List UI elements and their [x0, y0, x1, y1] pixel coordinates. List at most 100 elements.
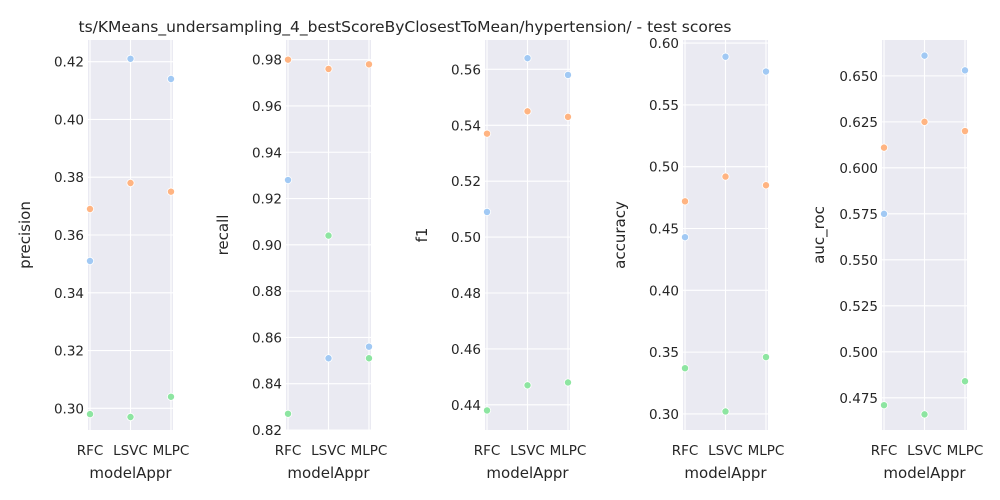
y-tick-label: 0.92 — [252, 192, 282, 208]
data-point — [166, 392, 175, 401]
y-tick-label: 0.60 — [649, 36, 679, 52]
y-tick-label: 0.48 — [451, 286, 481, 302]
data-point — [364, 342, 373, 351]
y-tick-label: 0.82 — [252, 423, 282, 439]
y-tick-label: 0.35 — [649, 345, 679, 361]
y-tick-label: 0.42 — [54, 55, 84, 71]
y-tick-label: 0.30 — [54, 401, 84, 417]
data-point — [483, 406, 492, 415]
data-point — [166, 187, 175, 196]
x-axis-label: modelAppr — [486, 464, 569, 482]
data-point — [324, 231, 333, 240]
data-point — [126, 412, 135, 421]
x-tick-label: MLPC — [947, 443, 984, 459]
data-point — [563, 70, 572, 79]
data-point — [681, 197, 690, 206]
y-tick-label: 0.650 — [839, 69, 878, 85]
data-point — [880, 143, 889, 152]
y-tick-label: 0.96 — [252, 99, 282, 115]
x-tick-label: LSVC — [907, 443, 942, 459]
y-tick-label: 0.54 — [451, 118, 481, 134]
y-tick-label: 0.55 — [649, 98, 679, 114]
data-point — [523, 54, 532, 63]
data-point — [126, 54, 135, 63]
x-axis-label: modelAppr — [287, 464, 370, 482]
data-point — [126, 178, 135, 187]
y-tick-label: 0.38 — [54, 170, 84, 186]
y-tick-label: 0.86 — [252, 330, 282, 346]
subplot-accuracy: 0.30 0.35 0.40 0.45 0.50 0.55 0.60 RFC LSVC MLPC m… — [611, 36, 784, 482]
data-point — [920, 410, 929, 419]
y-axis-label: recall — [214, 215, 232, 256]
x-tick-label: MLPC — [550, 443, 587, 459]
data-point — [523, 107, 532, 116]
data-point — [721, 407, 730, 416]
data-point — [761, 67, 770, 76]
y-tick-label: 0.600 — [839, 161, 878, 177]
y-tick-label: 0.45 — [649, 222, 679, 238]
x-tick-label: MLPC — [351, 443, 388, 459]
data-point — [563, 112, 572, 121]
y-tick-label: 0.84 — [252, 377, 282, 393]
data-point — [483, 129, 492, 138]
y-tick-label: 0.50 — [649, 160, 679, 176]
data-point — [920, 117, 929, 126]
y-tick-label: 0.40 — [649, 283, 679, 299]
y-tick-label: 0.98 — [252, 53, 282, 69]
subplot-grid: 0.30 0.32 0.34 0.36 0.38 0.40 0.42 RFC LSVC MLPC m… — [16, 36, 983, 482]
x-tick-label: LSVC — [311, 443, 346, 459]
data-point — [86, 410, 95, 419]
y-tick-label: 0.88 — [252, 284, 282, 300]
x-tick-label: RFC — [474, 443, 501, 459]
subplot-auc-roc: 0.475 0.500 0.525 0.550 0.575 0.600 0.625 0.650… — [810, 40, 983, 482]
figure-title: ts/KMeans_undersampling_4_bestScoreByClo… — [79, 18, 732, 37]
y-tick-label: 0.32 — [54, 344, 84, 360]
x-tick-label: MLPC — [153, 443, 190, 459]
data-point — [880, 209, 889, 218]
data-point — [761, 353, 770, 362]
data-point — [86, 204, 95, 213]
y-axis-label: precision — [16, 201, 34, 269]
data-point — [960, 377, 969, 386]
data-point — [324, 64, 333, 73]
x-tick-label: LSVC — [708, 443, 743, 459]
y-tick-label: 0.94 — [252, 145, 282, 161]
x-tick-label: LSVC — [113, 443, 148, 459]
y-tick-label: 0.575 — [839, 207, 878, 223]
y-tick-label: 0.34 — [54, 286, 84, 302]
data-point — [364, 60, 373, 69]
data-point — [324, 354, 333, 363]
y-tick-label: 0.525 — [839, 299, 878, 315]
data-point — [166, 75, 175, 84]
data-point — [721, 172, 730, 181]
x-tick-label: RFC — [871, 443, 898, 459]
y-tick-label: 0.500 — [839, 345, 878, 361]
y-tick-label: 0.90 — [252, 238, 282, 254]
y-tick-label: 0.52 — [451, 174, 481, 190]
y-tick-label: 0.46 — [451, 342, 481, 358]
x-tick-label: RFC — [672, 443, 699, 459]
x-tick-label: LSVC — [510, 443, 545, 459]
x-axis-label: modelAppr — [684, 464, 767, 482]
subplot-f1: 0.44 0.46 0.48 0.50 0.52 0.54 0.56 RFC LSVC MLPC m… — [413, 40, 586, 482]
data-point — [920, 51, 929, 60]
y-tick-label: 0.44 — [451, 398, 481, 414]
x-tick-label: RFC — [77, 443, 104, 459]
data-point — [960, 66, 969, 75]
y-tick-label: 0.40 — [54, 112, 84, 128]
data-point — [681, 233, 690, 242]
subplot-recall: 0.82 0.84 0.86 0.88 0.90 0.92 0.94 0.96 0.98 RFC L… — [214, 40, 387, 482]
data-point — [86, 256, 95, 265]
data-point — [960, 127, 969, 136]
y-axis-label: f1 — [413, 228, 431, 243]
data-point — [523, 381, 532, 390]
data-point — [284, 176, 293, 185]
y-tick-label: 0.56 — [451, 62, 481, 78]
y-axis-label: auc_roc — [810, 206, 829, 264]
y-axis-label: accuracy — [611, 201, 629, 269]
x-axis-label: modelAppr — [883, 464, 966, 482]
data-point — [721, 52, 730, 61]
x-axis-label: modelAppr — [89, 464, 172, 482]
x-tick-label: RFC — [275, 443, 302, 459]
